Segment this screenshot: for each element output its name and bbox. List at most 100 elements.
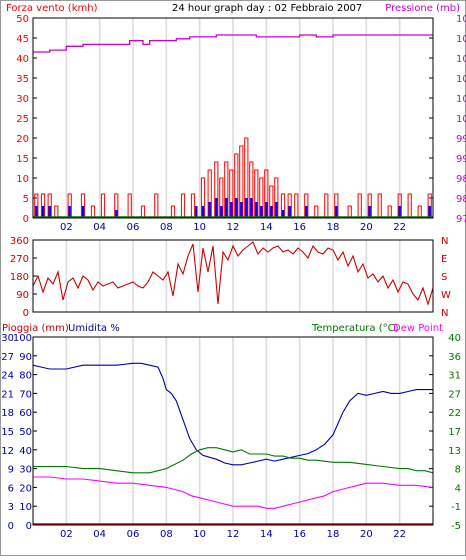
- wind-bar: [260, 206, 263, 218]
- dewpoint-axis-label: Dew Point: [393, 323, 443, 334]
- x-tick-label: 08: [160, 222, 173, 233]
- rain-tick-label: 24: [1, 371, 14, 382]
- temperature-tick-label: 27: [448, 389, 461, 400]
- pressure-axis-label: Pressione (mb): [385, 3, 460, 14]
- temperature-axis-label: Temperatura (°C): [311, 323, 399, 334]
- humidity-line: [32, 362, 433, 466]
- temperature-tick-label: 13: [448, 446, 461, 457]
- x-tick-label: 20: [360, 529, 373, 540]
- wind-bar: [288, 206, 291, 218]
- y-tick-label-left: 360: [10, 236, 29, 247]
- wind-direction-panel: 0 N 90 W 180 S 270 E 360 N: [10, 236, 451, 319]
- rain-tick-label: 30: [1, 333, 14, 344]
- y-tick-label-left: 40: [16, 54, 29, 65]
- humidity-tick-label: 70: [19, 389, 32, 400]
- compass-label: W: [441, 290, 451, 301]
- rain-tick-label: 15: [1, 427, 14, 438]
- humidity-tick-label: 60: [19, 408, 32, 419]
- x-tick-label: 06: [127, 529, 140, 540]
- wind-bar: [240, 202, 243, 218]
- humidity-tick-label: 80: [19, 371, 32, 382]
- temperature-tick-label: -1: [451, 502, 461, 513]
- wind-bar: [270, 206, 273, 218]
- wind-bar: [215, 198, 218, 218]
- humidity-tick-label: 10: [19, 502, 32, 513]
- compass-label: E: [441, 254, 447, 265]
- humidity-tick-label: 40: [19, 446, 32, 457]
- x-tick-label: 16: [293, 529, 306, 540]
- y-tick-label-right: 1001: [456, 114, 466, 125]
- x-tick-label: 02: [60, 222, 73, 233]
- x-tick-label: 04: [93, 529, 106, 540]
- compass-label: N: [441, 236, 448, 247]
- x-tick-label: 02: [60, 529, 73, 540]
- wind-bar: [81, 206, 85, 218]
- x-tick-label: 16: [293, 222, 306, 233]
- wind-bar: [35, 206, 38, 218]
- wind-bar: [230, 202, 233, 218]
- humidity-axis-label: Umidita %: [68, 323, 120, 334]
- humidity-temperature-panel: 0 0 -5 3 10 -1 6 20 4 9 30 8 12 40 13 15 50 17 18 60 22 21 70 2…: [1, 333, 461, 540]
- wind-bar: [398, 206, 401, 218]
- wind-bar: [195, 206, 198, 218]
- temperature-line: [33, 447, 434, 474]
- wind-bar: [305, 206, 308, 218]
- y-tick-label-right: 991: [456, 154, 466, 165]
- humidity-tick-label: 100: [13, 333, 32, 344]
- wind-direction-line: [32, 241, 434, 306]
- x-tick-label: 08: [160, 529, 173, 540]
- wind-bar: [48, 206, 51, 218]
- wind-bar: [220, 206, 223, 218]
- y-tick-label-right: 1023: [456, 34, 466, 45]
- rain-tick-label: 6: [8, 483, 14, 494]
- x-tick-label: 14: [260, 529, 273, 540]
- y-tick-label-left: 20: [16, 134, 29, 145]
- x-tick-label: 04: [93, 222, 106, 233]
- y-tick-label-left: 10: [16, 174, 29, 185]
- rain-tick-label: 3: [8, 502, 14, 513]
- y-tick-label-left: 15: [16, 154, 29, 165]
- pressure-line: [33, 34, 433, 53]
- x-tick-label: 14: [260, 222, 273, 233]
- temperature-tick-label: 36: [448, 352, 461, 363]
- dewpoint-line: [33, 476, 434, 509]
- chart-title: 24 hour graph day : 02 Febbraio 2007: [172, 3, 362, 14]
- wind-bar: [250, 198, 253, 218]
- x-tick-label: 06: [127, 222, 140, 233]
- wind-bar: [41, 206, 45, 218]
- y-tick-label-left: 50: [16, 14, 29, 25]
- y-tick-label-left: 25: [16, 114, 29, 125]
- compass-label: N: [441, 308, 448, 319]
- wind-bar: [335, 206, 338, 218]
- x-tick-label: 20: [360, 222, 373, 233]
- humidity-tick-label: 30: [19, 465, 32, 476]
- y-tick-label-left: 30: [16, 94, 29, 105]
- wind-axis-label: Forza vento (kmh): [6, 3, 98, 14]
- y-tick-label-left: 0: [23, 214, 29, 225]
- wind-bar: [208, 202, 211, 218]
- y-tick-label-right: 975: [456, 214, 466, 225]
- temperature-tick-label: 31: [448, 371, 461, 382]
- rain-tick-label: 27: [1, 352, 14, 363]
- wind-bar: [245, 198, 248, 218]
- wind-bar: [275, 202, 278, 218]
- wind-bar: [255, 202, 258, 218]
- y-tick-label-left: 180: [10, 272, 29, 283]
- x-tick-label: 22: [393, 529, 406, 540]
- y-tick-label-left: 45: [16, 34, 29, 45]
- humidity-tick-label: 50: [19, 427, 32, 438]
- x-tick-label: 10: [193, 529, 206, 540]
- x-tick-label: 18: [327, 529, 340, 540]
- wind-bar: [235, 198, 238, 218]
- rain-tick-label: 21: [1, 389, 14, 400]
- temperature-tick-label: 17: [448, 427, 461, 438]
- panel-frame: [32, 239, 434, 313]
- panel-frame: [32, 336, 434, 526]
- x-tick-label: 12: [227, 529, 240, 540]
- x-tick-label: 18: [327, 222, 340, 233]
- wind-bar: [265, 202, 268, 218]
- temperature-tick-label: 40: [448, 333, 461, 344]
